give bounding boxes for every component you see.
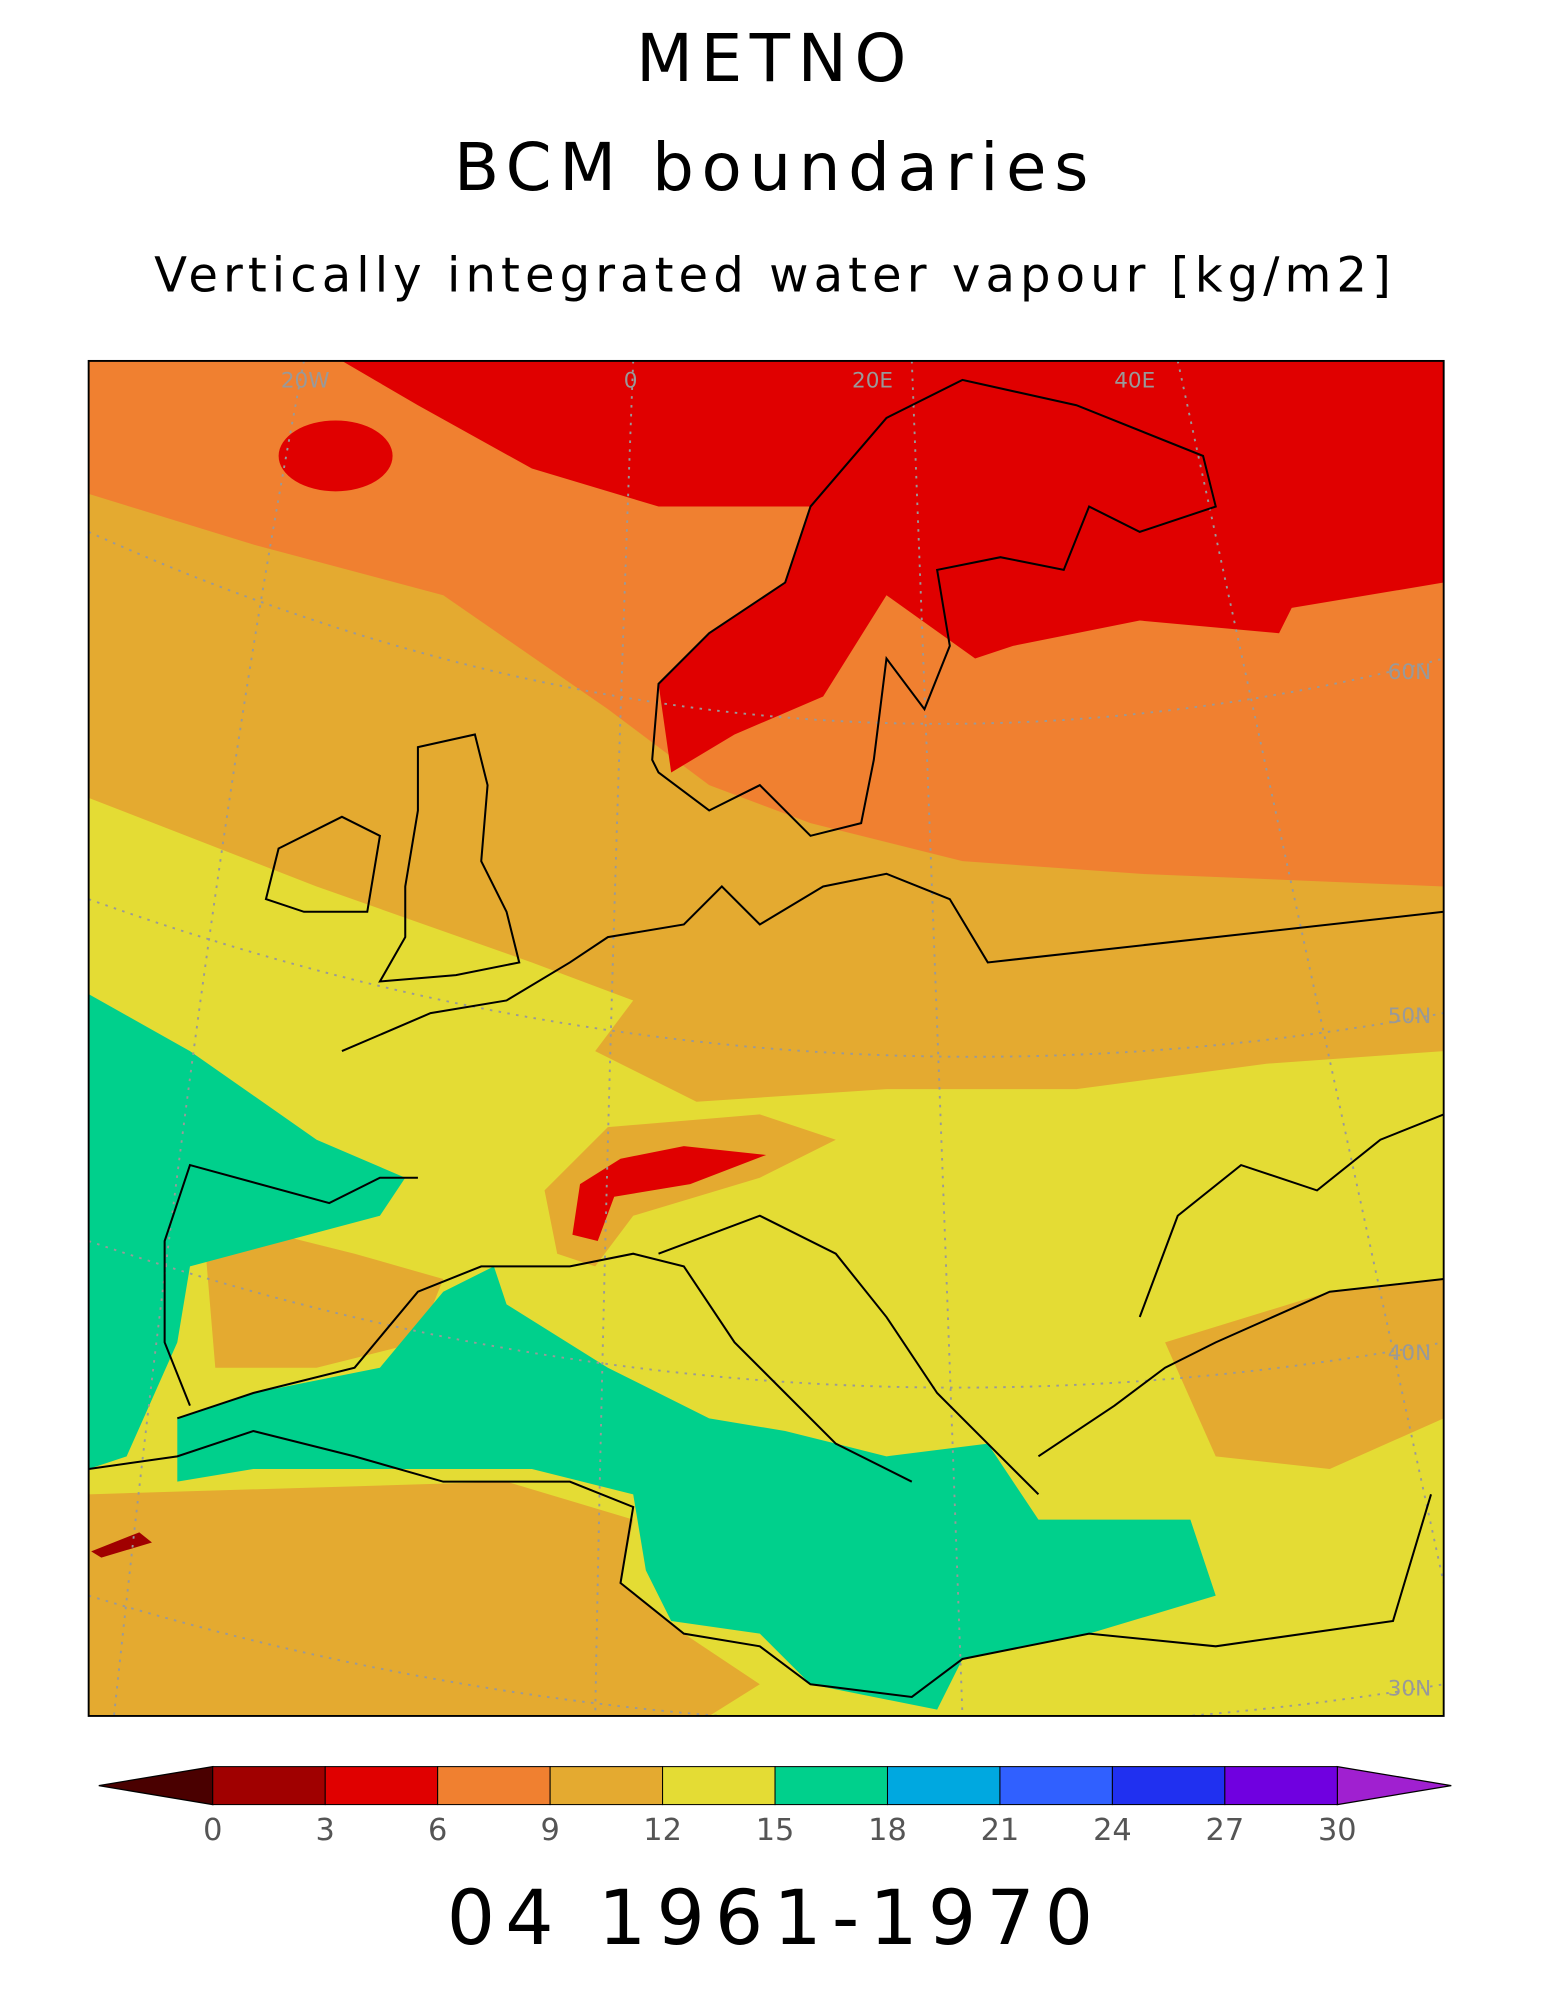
lat-label: 60N xyxy=(1388,660,1431,685)
footer: 04 1961-1970 xyxy=(447,1873,1103,1962)
colorbar-segment xyxy=(886,1766,1001,1806)
field-region xyxy=(202,1215,444,1368)
colorbar-segment xyxy=(437,1766,551,1806)
variable-title: Vertically integrated water vapour [kg/m… xyxy=(154,247,1396,303)
colorbar-tick-label: 15 xyxy=(756,1813,795,1848)
colorbar-tick-label: 21 xyxy=(981,1813,1020,1848)
map-frame xyxy=(87,359,1445,1717)
title: METNO xyxy=(636,20,914,97)
field-region xyxy=(544,1114,836,1267)
field-region xyxy=(1165,1279,1444,1470)
colorbar-segment xyxy=(212,1766,326,1806)
colorbar-tick-label: 0 xyxy=(203,1813,222,1848)
coastline xyxy=(88,872,1444,1699)
colorbar-tick-label: 3 xyxy=(316,1813,335,1848)
colorbar-tick-label: 12 xyxy=(643,1813,682,1848)
map-field xyxy=(88,360,1444,1716)
field-region xyxy=(177,1266,1216,1710)
colorbar-tick-label: 24 xyxy=(1093,1813,1132,1848)
lat-label: 40N xyxy=(1388,1341,1431,1366)
colorbar-under xyxy=(98,1765,214,1806)
colorbar-tick-label: 9 xyxy=(540,1813,559,1848)
colorbar-tick-label: 18 xyxy=(868,1813,907,1848)
field-region xyxy=(278,420,393,492)
geo-labels: 20W 0 20E 40E 60N 50N 40N 30N xyxy=(281,369,1431,1702)
colorbar-segment xyxy=(324,1766,439,1806)
field-region xyxy=(88,1481,760,1716)
colorbar: 0 3 6 9 12 15 18 21 24 27 30 xyxy=(98,1765,1452,1848)
field-region xyxy=(572,1146,767,1242)
lon-label: 20W xyxy=(281,369,330,394)
colorbar-segment xyxy=(549,1766,664,1806)
colorbar-segment xyxy=(1111,1766,1226,1806)
graticule xyxy=(88,531,1444,1716)
colorbar-tick-label: 30 xyxy=(1318,1813,1357,1848)
colorbar-segment xyxy=(774,1766,888,1806)
field-region xyxy=(341,360,1444,773)
coastline xyxy=(264,733,521,983)
colorbar-over xyxy=(1336,1765,1452,1806)
lat-label: 30N xyxy=(1388,1677,1431,1702)
lon-label: 40E xyxy=(1114,369,1155,394)
lat-label: 50N xyxy=(1388,1004,1431,1029)
graticule xyxy=(113,360,1444,1716)
lon-label: 20E xyxy=(852,369,893,394)
colorbar-tick-label: 27 xyxy=(1206,1813,1245,1848)
lon-label: 0 xyxy=(624,369,638,394)
subtitle: BCM boundaries xyxy=(454,129,1096,206)
field-region xyxy=(91,1532,152,1558)
colorbar-segment xyxy=(999,1766,1113,1806)
coastline xyxy=(651,378,1217,837)
colorbar-tick-label: 6 xyxy=(428,1813,447,1848)
colorbar-segment xyxy=(1224,1766,1338,1806)
colorbar-segment xyxy=(662,1766,776,1806)
